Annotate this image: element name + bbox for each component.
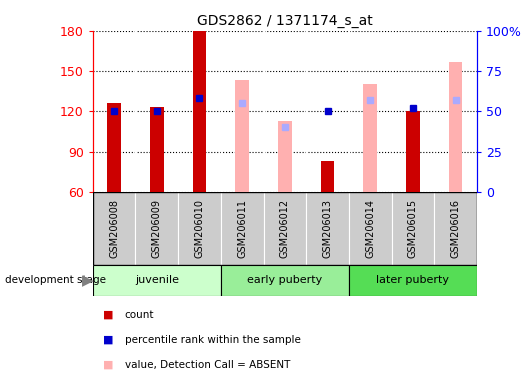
Bar bbox=[349, 192, 392, 265]
Text: GSM206010: GSM206010 bbox=[195, 199, 205, 258]
Bar bbox=[449, 61, 463, 192]
Text: juvenile: juvenile bbox=[135, 275, 179, 285]
Bar bbox=[221, 265, 349, 296]
Text: GSM206013: GSM206013 bbox=[323, 199, 332, 258]
Text: ■: ■ bbox=[103, 335, 114, 345]
Bar bbox=[278, 121, 292, 192]
Text: GSM206014: GSM206014 bbox=[365, 199, 375, 258]
Bar bbox=[107, 103, 121, 192]
Text: GSM206015: GSM206015 bbox=[408, 199, 418, 258]
Text: ■: ■ bbox=[103, 310, 114, 320]
Text: GSM206012: GSM206012 bbox=[280, 199, 290, 258]
Bar bbox=[221, 192, 263, 265]
Text: ▶: ▶ bbox=[82, 273, 94, 288]
Bar bbox=[349, 265, 477, 296]
Bar bbox=[235, 81, 249, 192]
Bar bbox=[434, 192, 477, 265]
Bar bbox=[263, 192, 306, 265]
Bar bbox=[136, 192, 178, 265]
Text: count: count bbox=[125, 310, 154, 320]
Bar bbox=[321, 161, 334, 192]
Text: GSM206016: GSM206016 bbox=[450, 199, 461, 258]
Text: later puberty: later puberty bbox=[376, 275, 449, 285]
Bar bbox=[193, 31, 206, 192]
Bar bbox=[150, 107, 164, 192]
Bar bbox=[406, 111, 420, 192]
Text: ■: ■ bbox=[103, 360, 114, 370]
Text: GSM206009: GSM206009 bbox=[152, 199, 162, 258]
Text: GSM206008: GSM206008 bbox=[109, 199, 119, 258]
Bar bbox=[364, 84, 377, 192]
Bar bbox=[178, 192, 221, 265]
Bar bbox=[306, 192, 349, 265]
Text: GSM206011: GSM206011 bbox=[237, 199, 247, 258]
Text: early puberty: early puberty bbox=[248, 275, 322, 285]
Text: percentile rank within the sample: percentile rank within the sample bbox=[125, 335, 301, 345]
Text: development stage: development stage bbox=[5, 275, 107, 285]
Bar bbox=[93, 265, 221, 296]
Title: GDS2862 / 1371174_s_at: GDS2862 / 1371174_s_at bbox=[197, 14, 373, 28]
Bar bbox=[93, 192, 136, 265]
Text: value, Detection Call = ABSENT: value, Detection Call = ABSENT bbox=[125, 360, 290, 370]
Bar bbox=[392, 192, 434, 265]
